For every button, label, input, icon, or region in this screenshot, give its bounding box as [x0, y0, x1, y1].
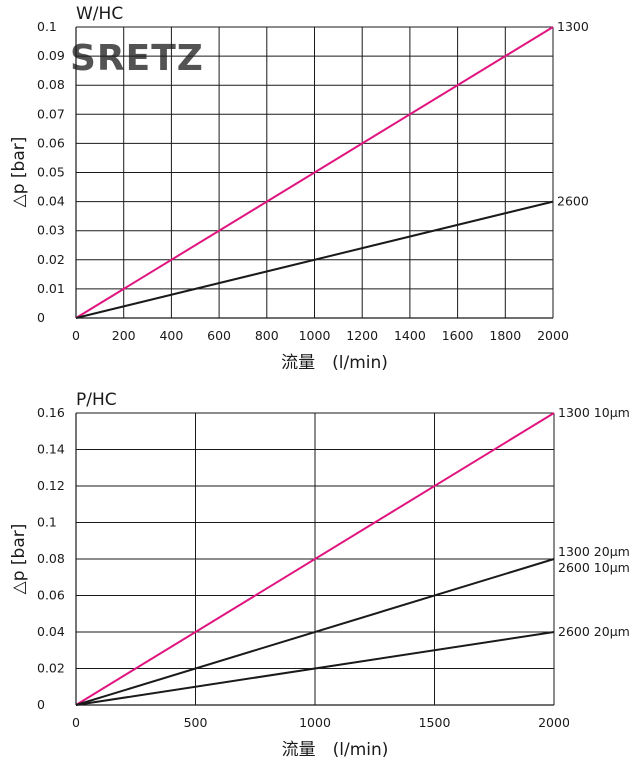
series-end-label: 1300 20µm [558, 544, 630, 559]
x-tick-label: 1000 [299, 328, 331, 343]
x-tick-label: 2000 [537, 328, 569, 343]
x-tick-label: 0 [72, 328, 80, 343]
chart-p-hc: P/HC 0 500 1000 1500 2000 0 0.02 0.04 0.06 0.08 0.… [9, 390, 630, 760]
y-tick-label: 0.16 [37, 405, 65, 420]
series-line [75, 200, 554, 319]
x-tick-label: 600 [207, 328, 231, 343]
series-line [75, 558, 555, 706]
x-tick-label: 0 [72, 715, 80, 730]
series-end-label: 1300 [557, 19, 589, 34]
x-tick-label: 1400 [394, 328, 426, 343]
y-tick-label: 0.06 [37, 135, 65, 150]
series-end-label: 2600 [557, 194, 589, 209]
y-tick-label: 0.02 [37, 252, 65, 267]
y-tick-label: 0.05 [37, 165, 65, 180]
y-tick-label: 0.04 [37, 624, 65, 639]
y-tick-label: 0.1 [37, 19, 57, 34]
series-end-label: 2600 10µm [558, 560, 630, 575]
y-tick-label: 0.07 [37, 106, 65, 121]
x-tick-label: 400 [159, 328, 183, 343]
y-tick-label: 0.04 [37, 194, 65, 209]
y-tick-label: 0.1 [37, 515, 57, 530]
y-tick-label: 0.14 [37, 442, 65, 457]
x-tick-label: 1800 [489, 328, 521, 343]
chart-w-hc: W/HC 0 200 400 600 800 1000 1200 1400 1600 1800 20… [9, 4, 589, 373]
chart-title-p-hc: P/HC [76, 390, 117, 410]
y-tick-label: 0 [37, 310, 45, 325]
x-tick-label: 1600 [442, 328, 474, 343]
y-tick-label: 0.08 [37, 77, 65, 92]
x-tick-label: 1500 [419, 715, 451, 730]
x-tick-label: 1000 [299, 715, 331, 730]
x-tick-label: 800 [255, 328, 279, 343]
x-tick-label: 1200 [346, 328, 378, 343]
series-end-label: 2600 20µm [558, 624, 630, 639]
y-tick-label: 0.08 [37, 551, 65, 566]
series-line [75, 26, 554, 319]
sretz-watermark-logo: SRETZ [70, 38, 204, 79]
series-line [75, 631, 555, 706]
x-tick-label: 2000 [538, 715, 570, 730]
x-axis-label: 流量 (l/min) [281, 353, 388, 373]
y-tick-label: 0.09 [37, 48, 65, 63]
y-axis-label: △p [bar] [9, 524, 29, 595]
y-axis-label: △p [bar] [9, 137, 29, 208]
y-tick-label: 0 [37, 697, 45, 712]
x-tick-label: 200 [112, 328, 136, 343]
x-tick-label: 500 [184, 715, 208, 730]
y-tick-label: 0.02 [37, 661, 65, 676]
x-axis-label: 流量 (l/min) [282, 740, 389, 760]
series-line [75, 412, 555, 706]
y-tick-label: 0.06 [37, 588, 65, 603]
chart-title-w-hc: W/HC [76, 4, 123, 24]
y-tick-label: 0.12 [37, 478, 65, 493]
series-end-label: 1300 10µm [558, 405, 630, 420]
y-tick-label: 0.03 [37, 223, 65, 238]
y-tick-label: 0.01 [37, 281, 65, 296]
